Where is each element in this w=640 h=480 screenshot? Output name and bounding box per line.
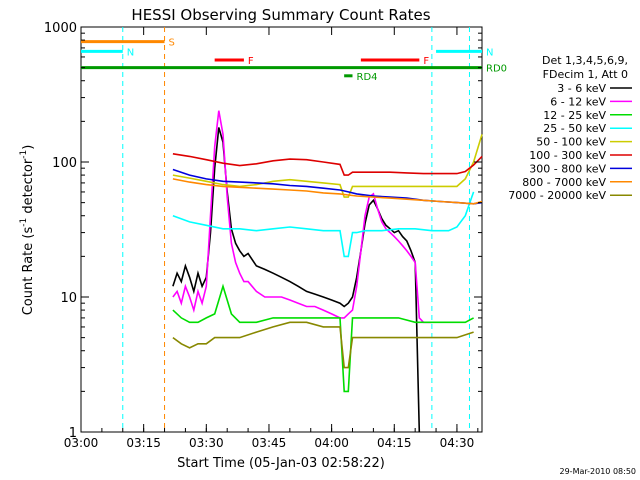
flag-label: RD0 bbox=[486, 64, 507, 75]
footer-timestamp: 29-Mar-2010 08:50 bbox=[560, 467, 637, 476]
x-tick-label: 03:30 bbox=[189, 436, 224, 450]
flag-label: F bbox=[248, 56, 254, 67]
y-axis-label-main: Count Rate (s bbox=[21, 227, 36, 316]
plot-area bbox=[80, 26, 483, 433]
y-tick-label: 1000 bbox=[44, 21, 77, 36]
legend: Det 1,3,4,5,6,9, FDecim 1, Att 0 3 - 6 k… bbox=[508, 54, 632, 202]
legend-entry-label: 25 - 50 keV bbox=[543, 122, 606, 135]
y-axis-label-end: ) bbox=[21, 145, 36, 150]
legend-entry-label: 7000 - 20000 keV bbox=[508, 189, 606, 202]
series-line bbox=[172, 110, 432, 324]
y-tick-label: 1 bbox=[69, 426, 77, 441]
legend-entry-label: 800 - 7000 keV bbox=[522, 176, 606, 189]
y-tick-label: 10 bbox=[60, 291, 77, 306]
legend-header-1: Det 1,3,4,5,6,9, bbox=[542, 54, 628, 67]
legend-entry-label: 50 - 100 keV bbox=[536, 136, 606, 149]
y-axis-label-sup1: -1 bbox=[19, 218, 29, 227]
x-tick-label: 04:30 bbox=[440, 436, 475, 450]
flag-label: F bbox=[423, 56, 429, 67]
chart-title: HESSI Observing Summary Count Rates bbox=[131, 6, 430, 24]
y-axis-label-sup2: -1 bbox=[19, 150, 29, 159]
legend-header-2: FDecim 1, Att 0 bbox=[543, 68, 628, 81]
series-line bbox=[172, 321, 474, 369]
x-tick-label: 04:00 bbox=[314, 436, 349, 450]
x-tick-label: 03:15 bbox=[126, 436, 161, 450]
legend-entry-label: 3 - 6 keV bbox=[557, 82, 606, 95]
flag-label: S bbox=[169, 38, 175, 49]
legend-entry-label: 6 - 12 keV bbox=[550, 95, 606, 108]
x-tick-label: 04:15 bbox=[377, 436, 412, 450]
flag-label: N bbox=[127, 47, 134, 58]
y-tick-label: 100 bbox=[52, 156, 77, 171]
series-line bbox=[172, 283, 474, 393]
y-axis-label: Count Rate (s-1 detector-1) bbox=[19, 145, 36, 316]
y-axis-label-mid: detector bbox=[21, 158, 36, 218]
legend-entry-label: 300 - 800 keV bbox=[529, 162, 606, 175]
series-line bbox=[172, 127, 421, 433]
legend-entry-label: 12 - 25 keV bbox=[543, 109, 606, 122]
x-axis-label: Start Time (05-Jan-03 02:58:22) bbox=[177, 456, 385, 471]
flag-label: RD4 bbox=[357, 72, 378, 83]
series-line bbox=[172, 191, 475, 258]
flag-label: N bbox=[486, 47, 493, 58]
x-tick-label: 03:45 bbox=[252, 436, 287, 450]
legend-entry-label: 100 - 300 keV bbox=[529, 149, 606, 162]
series-line bbox=[172, 134, 483, 198]
x-tick-label: 03:00 bbox=[64, 436, 99, 450]
series-line bbox=[172, 178, 483, 205]
series-line bbox=[172, 153, 483, 176]
